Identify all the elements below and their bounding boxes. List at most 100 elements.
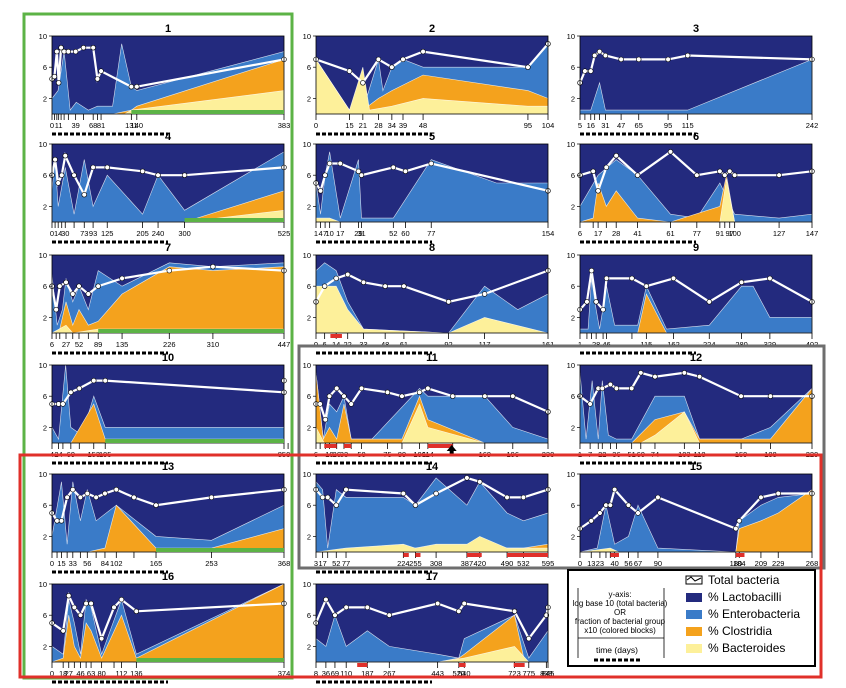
total-bacteria-point-15-2 [597,510,603,516]
total-bacteria-point-15-8 [655,494,661,501]
total-bacteria-point-3-8 [665,56,671,63]
x-tick-label-1-0: 0 [50,121,54,130]
total-bacteria-point-5-2 [322,172,328,178]
legend-label-lacto: % Lactobacilli [708,590,781,604]
x-tick-label-3-2: 31 [601,121,609,130]
x-tick-label-17-11: 839 [540,669,553,678]
total-bacteria-point-13-6 [84,490,91,497]
x-tick-label-15-4: 56 [624,559,632,568]
x-tick-label-2-6: 48 [419,121,427,130]
event-bar-14-3 [507,553,548,557]
x-tick-label-4-2: 30 [61,229,69,238]
total-bacteria-point-16-10 [133,608,140,614]
bacteroides-area-11 [316,403,548,443]
panel-title-16: 16 [162,571,174,583]
x-tick-label-6-4: 61 [666,229,674,238]
x-tick-label-2-0: 0 [314,121,318,130]
gray-group-outline [297,344,826,570]
x-tick-label-3-3: 47 [617,121,625,130]
legend-axis-note-3: fraction of bacterial group [575,617,666,626]
event-bar-14-1 [415,553,421,557]
total-bacteria-point-10-2 [60,401,66,407]
panel-title-3: 3 [693,23,699,35]
total-bacteria-point-15-4 [607,502,613,508]
panel-title-8: 8 [429,242,435,254]
total-bacteria-point-16-5 [83,600,89,607]
x-tick-label-14-11: 595 [542,559,555,568]
x-tick-label-6-5: 77 [693,229,701,238]
y-tick-label-2-2: 2 [307,94,311,103]
x-tick-label-16-3: 46 [76,669,84,678]
chart-panel-7: 7 2 6 10 6 27 52 89 135 226 310 447 [39,242,290,355]
y-tick-label-11-2: 2 [307,423,311,432]
total-bacteria-point-14-10 [504,494,510,501]
total-bacteria-point-11-11 [425,385,431,392]
y-tick-label-13-10: 10 [39,470,47,479]
y-tick-label-7-2: 2 [43,313,47,322]
total-bacteria-point-4-7 [90,164,96,171]
total-bacteria-point-17-5 [386,612,393,618]
panel-title-17: 17 [426,571,438,583]
plot-frame-5 [315,143,549,223]
y-tick-label-15-2: 2 [571,532,575,541]
total-bacteria-point-9-8 [670,275,677,282]
y-tick-label-12-6: 6 [571,392,575,401]
chart-panel-2: 2 2 6 10 0 15 21 28 34 39 48 95 104 [303,23,554,136]
total-bacteria-point-13-1 [54,518,60,524]
event-bar-11-2 [427,444,453,448]
total-bacteria-point-14-5 [400,490,407,497]
panel-title-14: 14 [426,461,439,473]
total-bacteria-point-13-10 [131,494,137,501]
x-tick-label-7-4: 135 [116,340,129,349]
enterobacteria-area-14 [316,477,548,552]
total-bacteria-point-9-4 [600,306,606,313]
total-bacteria-line-7 [52,265,284,310]
total-bacteria-point-8-4 [360,279,367,285]
total-bacteria-point-7-3 [63,279,69,285]
total-bacteria-line-11 [316,386,548,420]
total-bacteria-point-15-12 [775,490,781,497]
x-tick-label-15-5: 67 [634,559,642,568]
total-bacteria-point-7-7 [95,283,101,289]
total-bacteria-point-1-12 [128,83,135,90]
total-bacteria-point-13-9 [113,486,120,493]
plot-frame-14 [315,473,549,553]
total-bacteria-point-4-10 [155,172,161,178]
y-tick-label-6-10: 10 [567,140,575,149]
legend-axis-note-4: x10 (colored blocks) [584,626,656,635]
total-bacteria-point-2-4 [389,64,395,70]
x-tick-label-13-5: 102 [110,559,123,568]
total-bacteria-point-11-14 [510,393,516,399]
chart-panel-14: 14 2 6 10 3 17 52 77 224 255 308 387 420 490 532 595 [303,461,555,574]
total-bacteria-point-17-2 [332,612,338,618]
x-tick-label-7-0: 6 [50,340,54,349]
y-tick-label-17-2: 2 [307,642,311,651]
arrow-marker-11 [446,445,457,456]
total-bacteria-point-12-6 [628,385,635,392]
x-tick-label-17-4: 187 [361,669,374,678]
y-tick-label-5-10: 10 [303,140,311,149]
x-tick-label-3-0: 5 [578,121,582,130]
y-tick-label-2-6: 6 [307,63,311,72]
x-tick-label-14-3: 77 [342,559,350,568]
total-bacteria-point-6-12 [776,172,782,178]
total-bacteria-point-10-4 [76,385,82,392]
treatment-bar-13 [156,548,284,552]
total-bacteria-point-4-11 [181,172,188,178]
plot-frame-15 [579,473,813,553]
total-bacteria-point-16-1 [60,628,66,634]
x-tick-label-14-1: 17 [318,559,326,568]
x-tick-label-13-8: 368 [278,559,291,568]
total-bacteria-point-9-1 [584,299,590,305]
plot-frame-6 [579,143,813,223]
total-bacteria-point-5-8 [402,168,409,175]
legend-swatch-entero [686,610,702,619]
panel-title-6: 6 [693,131,699,143]
treatment-bar-10 [105,439,284,443]
y-tick-label-15-10: 10 [567,470,575,479]
total-bacteria-point-17-3 [343,604,349,611]
total-bacteria-point-11-9 [399,393,405,399]
plot-frame-2 [315,35,549,115]
